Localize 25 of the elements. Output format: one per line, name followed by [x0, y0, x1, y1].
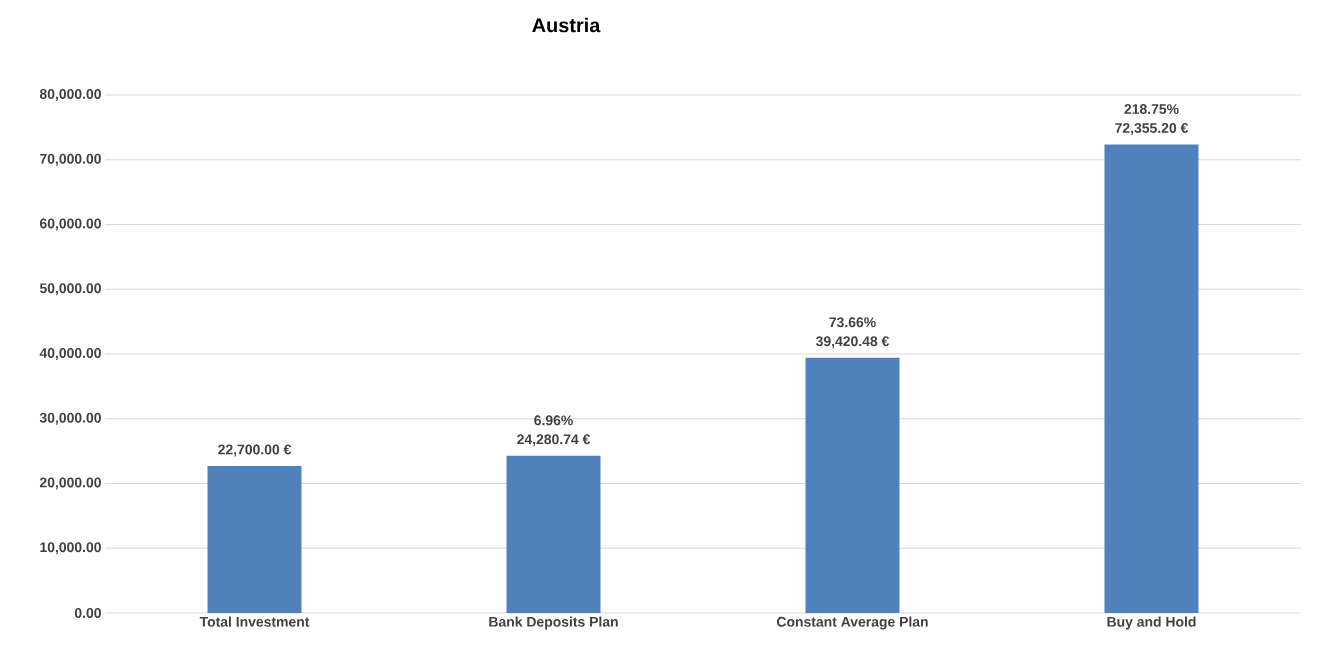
x-tick-label: Total Investment: [199, 616, 310, 627]
bar: [506, 455, 601, 613]
annotation: 73.66%: [829, 317, 876, 328]
x-tick-label: Buy and Hold: [1107, 616, 1196, 630]
bar: [805, 357, 900, 613]
x-tick-label: Bank Deposits Plan: [489, 616, 618, 630]
chart-title: Austria: [532, 17, 601, 33]
data-label: 39,420.48 €: [815, 336, 890, 349]
y-tick-label: 40,000.00: [39, 348, 101, 360]
x-tick-label: Constant Average Plan: [776, 616, 928, 630]
y-tick-label: 50,000.00: [39, 283, 101, 296]
annotation: 218.75%: [1124, 104, 1179, 114]
y-tick-label: 0.00: [74, 608, 101, 618]
bar: [207, 466, 302, 613]
annotation: 6.96%: [534, 415, 573, 426]
y-tick-label: 30,000.00: [39, 412, 101, 425]
y-tick-label: 10,000.00: [40, 542, 101, 555]
y-tick-label: 60,000.00: [39, 218, 101, 231]
data-label: 22,700.00 €: [218, 444, 292, 457]
y-tick-label: 20,000.00: [39, 477, 101, 490]
data-label: 24,280.74 €: [517, 434, 591, 447]
bar: [1104, 144, 1199, 613]
y-tick-label: 70,000.00: [40, 153, 101, 166]
data-label: 72,355.20 €: [1115, 123, 1189, 135]
y-tick-label: 80,000.00: [39, 89, 101, 101]
